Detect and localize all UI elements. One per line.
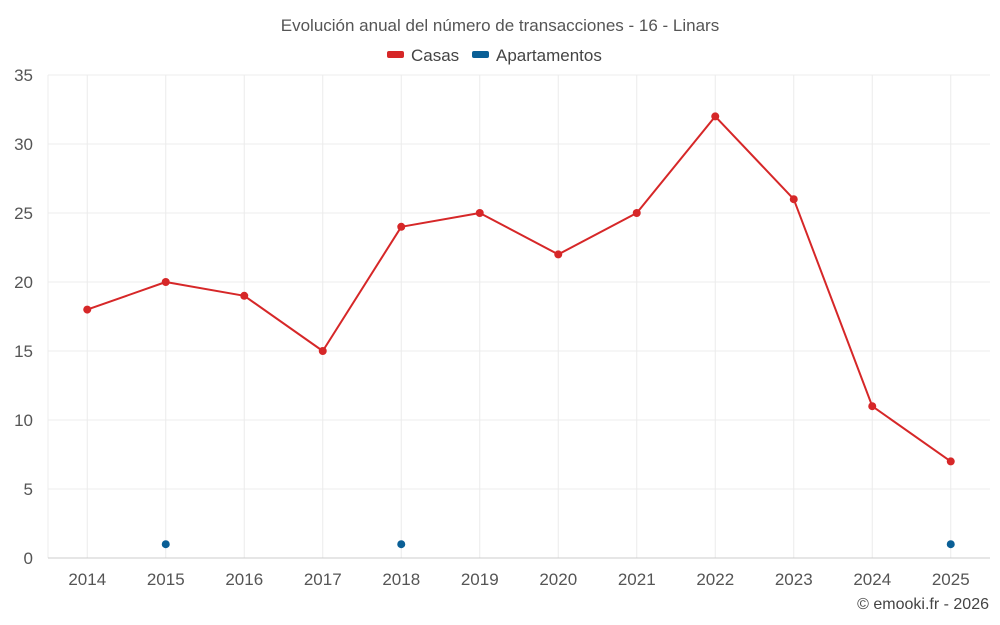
data-point-casas[interactable]: Casas 2021: 25 [632,209,641,217]
x-tick-label: 2019 [461,570,499,589]
y-tick-label: 15 [14,342,33,361]
data-point-casas[interactable]: Casas 2016: 19 [240,291,249,300]
y-tick-label: 5 [24,480,33,499]
x-tick-label: 2016 [225,570,263,589]
credit-text: © emooki.fr - 2026 [857,596,989,613]
x-tick-label: 2021 [618,570,656,589]
data-point-casas[interactable]: Casas 2024: 11 [868,402,877,411]
x-tick-label: 2025 [932,570,970,589]
legend-swatch-apartamentos [472,51,489,58]
data-point-casas[interactable]: Casas 2022: 32 [711,112,720,121]
data-point-casas[interactable]: Casas 2014: 18 [83,305,92,314]
legend-item-apartamentos[interactable]: Apartamentos [472,46,602,65]
data-point-apartamentos[interactable]: Apartamentos 2018: 1 [397,540,406,549]
x-tick-label: 2014 [68,570,106,589]
y-tick-label: 30 [14,135,33,154]
data-point-casas[interactable]: Casas 2020: 22 [554,250,563,259]
series-line-casas [86,115,952,463]
x-tick-label: 2017 [304,570,342,589]
y-tick-label: 35 [14,66,33,85]
x-tick-label: 2023 [775,570,813,589]
x-tick-label: 2018 [382,570,420,589]
data-point-casas[interactable]: Casas 2017: 15 [318,347,327,355]
series-casas: Casas 2014: 18 Casas 2015: 20 Casas 2016: … [83,112,955,466]
data-point-casas[interactable]: Casas 2015: 20 [161,278,170,286]
x-tick-label: 2015 [147,570,185,589]
data-point-casas[interactable]: Casas 2023: 26 [789,195,798,204]
data-point-apartamentos[interactable]: Apartamentos 2015: 1 [161,540,170,549]
legend-item-casas[interactable]: Casas [387,46,459,65]
legend-label-casas: Casas [411,46,459,65]
grid [48,74,990,558]
series-apartamentos: Apartamentos 2015: 1 Apartamentos 2018: 1… [161,540,955,549]
data-point-casas[interactable]: Casas 2025: 7 [946,457,955,466]
chart-title: Evolución anual del número de transaccio… [281,16,719,35]
y-tick-label: 20 [14,273,33,292]
x-tick-label: 2024 [853,570,891,589]
legend-label-apartamentos: Apartamentos [496,46,602,65]
data-point-casas[interactable]: Casas 2019: 25 [475,209,484,217]
data-point-casas[interactable]: Casas 2018: 24 [397,222,406,231]
y-tick-label: 10 [14,411,33,430]
x-tick-label: 2020 [539,570,577,589]
series: Casas 2014: 18 Casas 2015: 20 Casas 2016: … [83,112,955,549]
y-tick-label: 0 [24,549,33,568]
x-tick-label: 2022 [696,570,734,589]
legend-swatch-casas [387,51,404,58]
data-point-apartamentos[interactable]: Apartamentos 2025: 1 [946,540,955,549]
legend: Casas Apartamentos [387,46,602,65]
y-tick-label: 25 [14,204,33,223]
